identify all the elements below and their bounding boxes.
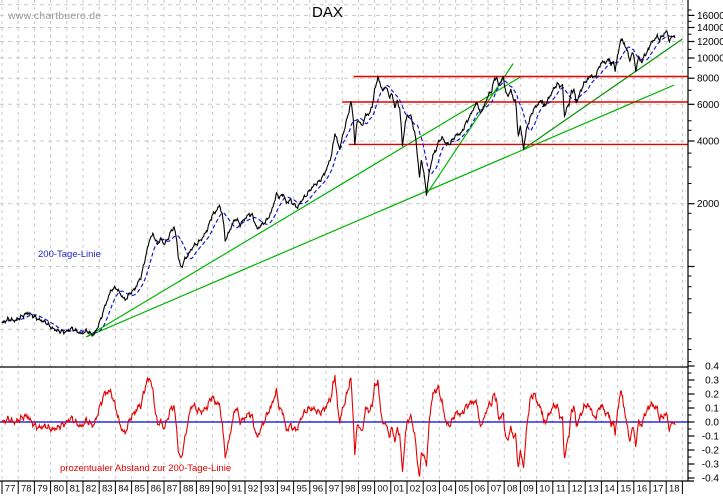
grid-horizontal [0,4,688,330]
x-axis-year-label: 02 [410,484,421,495]
price-axis-label: 14000 [697,23,723,34]
x-axis-year-label: 94 [280,484,291,495]
x-axis-ticks [1,481,683,494]
watermark: www.chartbuero.de [8,10,102,22]
x-axis-year-label: 89 [199,484,210,495]
x-axis-year-label: 83 [102,484,113,495]
x-axis-year-label: 13 [588,484,599,495]
ratio-axis-label: 0.0 [705,418,719,429]
price-axis-label: 4000 [697,137,720,148]
ratio-axis-label: 0.3 [705,376,719,387]
trend-line [85,84,675,338]
ratio-axis-label: -0.3 [702,460,720,471]
x-axis-year-label: 16 [637,484,648,495]
x-axis-year-label: 77 [5,484,16,495]
x-axis-year-label: 01 [394,484,405,495]
lower-panel-label: prozentualer Abstand zur 200-Tage-Linie [60,463,232,474]
x-axis-year-label: 07 [491,484,502,495]
x-axis-year-label: 85 [134,484,145,495]
x-axis-year-label: 92 [248,484,259,495]
x-axis-year-label: 09 [523,484,534,495]
price-axis-label: 6000 [697,100,720,111]
grid-vertical [1,0,683,481]
x-axis-year-label: 08 [507,484,518,495]
x-axis-year-label: 93 [264,484,275,495]
x-axis-year-label: 15 [620,484,631,495]
price-axis-label: 16000 [697,11,723,22]
x-axis-year-label: 12 [572,484,583,495]
x-axis-year-label: 88 [183,484,194,495]
resistance-lines [342,75,688,146]
price-line [1,29,676,337]
x-axis-year-label: 96 [313,484,324,495]
price-axis-label: 12000 [697,37,723,48]
x-axis-year-label: 86 [151,484,162,495]
ratio-axis-label: 0.1 [705,404,719,415]
x-axis-year-label: 80 [53,484,64,495]
ratio-axis-label: -0.4 [702,474,720,485]
x-axis-year-label: 14 [604,484,615,495]
x-axis-year-label: 79 [37,484,48,495]
x-axis-year-label: 78 [21,484,32,495]
ratio-axis-label: -0.2 [702,446,720,457]
x-axis-year-label: 17 [653,484,664,495]
trend-line [523,38,683,150]
price-axis-label: 8000 [697,74,720,85]
ma-200-line [1,35,676,334]
x-axis-year-label: 99 [361,484,372,495]
x-axis-year-label: 87 [167,484,178,495]
trend-line [85,76,521,338]
x-axis-year-label: 18 [669,484,680,495]
x-axis-year-label: 11 [556,484,566,495]
x-axis-year-label: 98 [345,484,356,495]
x-axis-year-label: 84 [118,484,129,495]
x-axis-labels: 77 78 79 80 81 82 83 84 85 86 87 88 89 90 91 92 93 94 95 96… [5,484,680,495]
ratio-axis-label: 0.4 [705,362,719,373]
x-axis-year-label: 06 [475,484,486,495]
page-title: DAX [312,4,343,21]
ratio-axis-label: 0.2 [705,390,719,401]
ratio-line [1,375,676,477]
price-axis-label: 10000 [697,54,723,65]
ma-line-label: 200-Tage-Linie [38,249,101,260]
x-axis-year-label: 05 [458,484,469,495]
x-axis-year-label: 00 [377,484,388,495]
x-axis-year-label: 97 [329,484,340,495]
trend-lines [85,38,683,338]
x-axis-year-label: 95 [296,484,307,495]
x-axis-year-label: 04 [442,484,453,495]
price-axis-label: 2000 [697,199,720,210]
ratio-axis-label: -0.1 [702,432,720,443]
x-axis-year-label: 03 [426,484,437,495]
x-axis-year-label: 10 [539,484,550,495]
x-axis-year-label: 90 [215,484,226,495]
x-axis-year-label: 91 [232,484,243,495]
ratio-axis: 0.4 0.3 0.2 0.1 0.0 -0.1 -0.2 -0.3 -0.4 [688,362,719,485]
x-axis-year-label: 82 [86,484,97,495]
x-axis-year-label: 81 [70,484,81,495]
